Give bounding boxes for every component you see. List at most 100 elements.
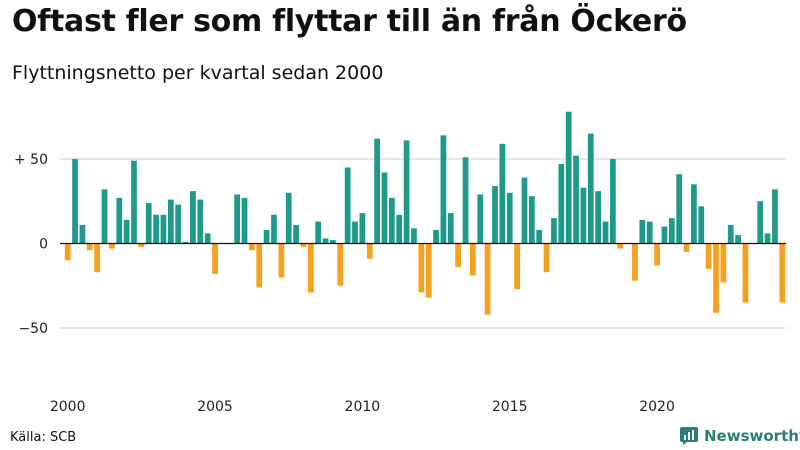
bar xyxy=(388,197,395,244)
bar xyxy=(418,243,425,293)
bar xyxy=(79,224,86,244)
y-tick-label: + 50 xyxy=(14,152,48,168)
bar xyxy=(683,243,690,252)
bar xyxy=(94,243,101,273)
bar xyxy=(293,224,299,244)
bar xyxy=(676,174,683,244)
bar xyxy=(190,191,196,244)
bar xyxy=(514,243,520,290)
bar xyxy=(668,218,675,244)
bar xyxy=(153,214,159,244)
bar xyxy=(757,201,764,244)
bar xyxy=(506,192,513,244)
bar xyxy=(131,160,137,244)
bar xyxy=(735,235,741,244)
bar xyxy=(639,219,646,244)
bar xyxy=(779,243,786,303)
bar xyxy=(713,243,719,313)
newsworthy-logo-icon xyxy=(680,427,698,445)
bar xyxy=(646,221,653,244)
bar xyxy=(411,228,417,244)
y-tick-label: −50 xyxy=(18,321,48,337)
axis-layer: + 50 0 −50 2000 2005 2010 2015 2020 xyxy=(14,152,786,415)
bar xyxy=(241,197,248,244)
bar xyxy=(374,138,380,244)
bar xyxy=(727,224,734,244)
bar xyxy=(462,157,469,244)
bar xyxy=(175,204,182,244)
bar xyxy=(109,243,115,249)
bar xyxy=(403,140,410,244)
bar xyxy=(344,167,351,244)
bar xyxy=(315,221,322,244)
bar xyxy=(123,219,130,244)
x-tick-label: 2020 xyxy=(639,399,675,415)
bar xyxy=(742,243,749,303)
bar xyxy=(543,243,550,273)
bar xyxy=(359,213,366,244)
y-tick-label: 0 xyxy=(39,237,48,253)
x-tick-label: 2000 xyxy=(50,399,86,415)
bar xyxy=(285,192,292,244)
bar xyxy=(433,229,439,244)
bar xyxy=(307,243,314,293)
chart-title: Oftast fler som flyttar till än från Öck… xyxy=(12,4,687,39)
bar xyxy=(366,243,373,259)
bar xyxy=(256,243,263,288)
bar xyxy=(632,243,638,281)
bar xyxy=(337,243,344,286)
bar xyxy=(565,111,572,244)
bar xyxy=(595,191,602,244)
bar xyxy=(609,159,616,244)
bar xyxy=(528,196,535,244)
chart-subtitle: Flyttningsnetto per kvartal sedan 2000 xyxy=(12,62,384,84)
bar xyxy=(764,233,771,244)
bar xyxy=(101,189,108,244)
x-tick-label: 2015 xyxy=(492,399,528,415)
bar xyxy=(536,229,543,244)
x-tick-label: 2010 xyxy=(345,399,381,415)
x-tick-label: 2005 xyxy=(197,399,233,415)
bar xyxy=(484,243,491,315)
bar xyxy=(138,243,145,247)
source-note: Källa: SCB xyxy=(10,430,77,445)
bar xyxy=(573,155,579,244)
bar xyxy=(521,177,528,244)
bar xyxy=(330,240,336,244)
bar xyxy=(617,243,624,249)
bar xyxy=(587,133,594,244)
bar xyxy=(698,206,705,244)
bar xyxy=(720,243,727,283)
bar xyxy=(204,233,211,244)
bar xyxy=(167,199,174,244)
bar xyxy=(145,202,152,244)
bar xyxy=(72,159,78,244)
bar xyxy=(447,213,454,244)
bar xyxy=(248,243,255,251)
bar xyxy=(470,243,476,276)
bar xyxy=(278,243,285,278)
bar xyxy=(580,187,587,244)
bar xyxy=(396,214,403,244)
bar xyxy=(182,241,189,244)
bar xyxy=(654,243,660,266)
bar xyxy=(64,243,71,261)
bar xyxy=(558,164,565,244)
brand-logo[interactable]: Newsworthy xyxy=(680,427,800,445)
bar xyxy=(300,243,307,247)
bar xyxy=(160,214,167,244)
bar xyxy=(772,189,778,244)
bar xyxy=(425,243,432,298)
bar xyxy=(499,143,506,244)
bar xyxy=(322,238,329,244)
bar xyxy=(352,221,358,244)
bar xyxy=(212,243,218,274)
bar xyxy=(263,229,270,244)
bar xyxy=(705,243,712,269)
bar xyxy=(691,184,697,244)
bar xyxy=(492,186,498,244)
bar xyxy=(86,243,93,251)
bar xyxy=(477,194,484,244)
bar xyxy=(551,218,557,244)
